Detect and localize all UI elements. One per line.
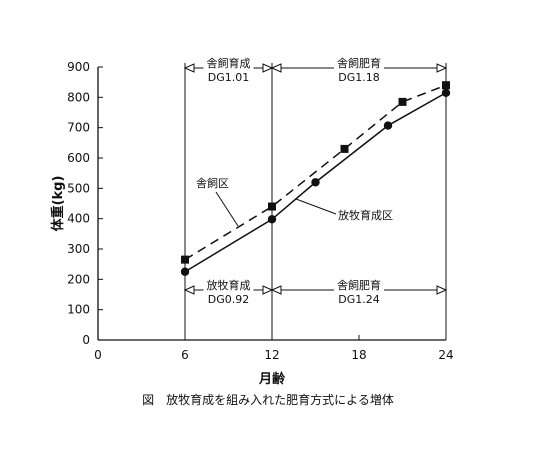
arrow-head — [436, 285, 448, 295]
annotation-dg-value: DG1.18 — [338, 71, 380, 84]
data-point-square — [268, 202, 276, 211]
data-point-circle — [267, 215, 277, 224]
x-tick-label: 18 — [351, 348, 366, 362]
annotation-title: 舎飼肥育 — [337, 278, 381, 292]
leader-line — [215, 191, 239, 227]
y-tick-label: 800 — [67, 90, 90, 104]
data-point-square — [398, 97, 407, 106]
y-tick-label: 200 — [67, 272, 90, 286]
y-tick-label: 500 — [67, 181, 90, 195]
y-tick-label: 300 — [67, 242, 90, 256]
data-point-circle — [441, 88, 451, 97]
data-point-circle — [383, 121, 393, 130]
arrow-head — [183, 63, 195, 73]
series-1 — [181, 81, 450, 264]
y-axis-title: 体重(kg) — [50, 176, 66, 232]
arrow-head — [262, 63, 274, 73]
period-divider-lines — [184, 63, 447, 340]
annotation-label-bg — [203, 55, 254, 85]
annotation-label-bg — [334, 55, 384, 85]
y-tick-label: 0 — [82, 333, 90, 347]
series-2 — [180, 88, 451, 276]
figure-caption: 図 放牧育成を組み入れた肥育方式による増体 — [142, 392, 394, 407]
data-point-square — [340, 144, 349, 153]
annotation-dg-value: DG1.01 — [208, 71, 250, 84]
series-label-grazing: 放牧育成区 — [338, 208, 393, 222]
y-tick-label: 600 — [67, 151, 90, 165]
x-tick-label: 6 — [181, 348, 189, 362]
data-point-circle — [311, 178, 320, 187]
arrow-head — [270, 63, 282, 73]
arrow-head — [270, 285, 282, 295]
data-point-square — [181, 255, 189, 264]
annotation-title: 舎飼肥育 — [337, 56, 381, 70]
arrow-head — [262, 285, 274, 295]
annotation-title: 放牧育成 — [207, 278, 251, 292]
annotation-title: 舎飼育成 — [207, 56, 251, 70]
data-point-circle — [180, 267, 190, 276]
y-tick-label: 700 — [67, 121, 90, 135]
arrow-head — [183, 285, 195, 295]
arrow-head — [436, 63, 448, 73]
chart-frame: 0 100 200 300 400 500 600 700 800 900 0 6 12 18 24 — [67, 60, 454, 362]
x-tick-label: 12 — [264, 348, 279, 362]
x-axis-title: 月齢 — [258, 371, 286, 387]
annotation-dg-value: DG1.24 — [338, 293, 380, 306]
data-point-square — [442, 81, 450, 90]
series-label-housed: 舎飼区 — [196, 176, 229, 190]
series-line — [184, 84, 447, 261]
annotation-label-bg — [203, 277, 254, 307]
annotation-label-bg — [334, 277, 384, 307]
series-layer — [180, 81, 451, 276]
y-tick-label: 900 — [67, 60, 90, 74]
leader-line — [295, 198, 337, 215]
x-tick-label: 24 — [438, 348, 453, 362]
y-tick-label: 100 — [67, 303, 90, 317]
y-tick-label: 400 — [67, 212, 90, 226]
annotation-dg-value: DG0.92 — [208, 293, 250, 306]
x-tick-label: 0 — [94, 348, 102, 362]
